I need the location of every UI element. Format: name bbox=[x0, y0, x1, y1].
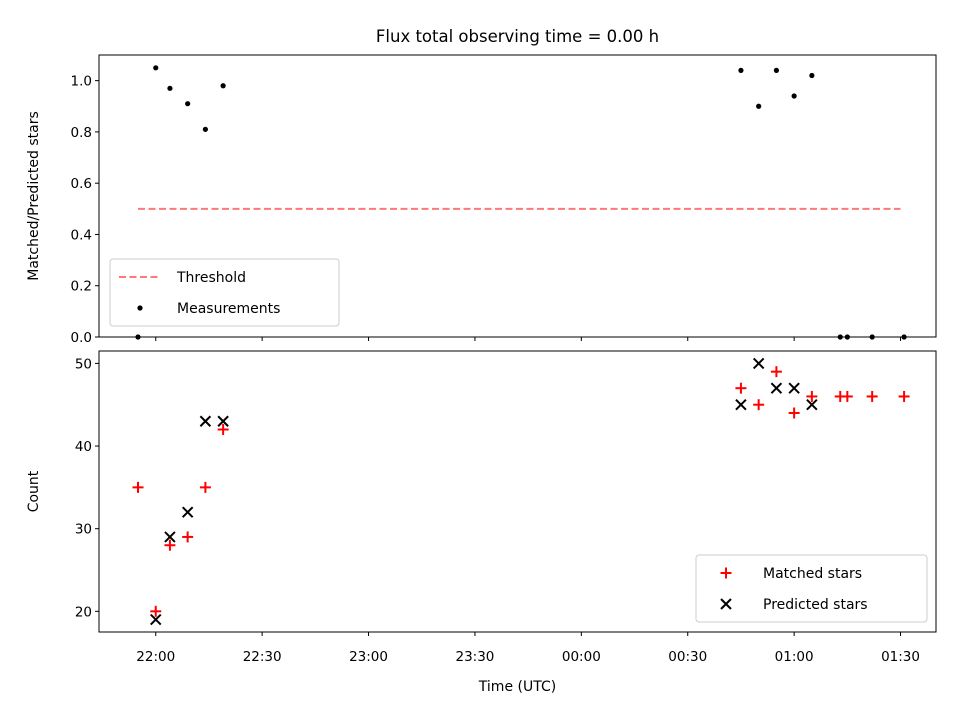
x-stroke-b bbox=[788, 382, 800, 394]
y-tick-label: 50 bbox=[75, 356, 92, 372]
measurement-point bbox=[844, 334, 850, 340]
matched-star-point bbox=[806, 390, 818, 402]
measurement-point bbox=[738, 67, 744, 73]
plots-layer: 0.0 0.2 0.4 0.6 0.8 1.0 Matched/Predicted star… bbox=[26, 27, 937, 695]
matched-star-point bbox=[753, 399, 765, 411]
y-axis-label: Matched/Predicted stars bbox=[26, 111, 42, 281]
measurement-point bbox=[756, 103, 762, 109]
matched-star-point bbox=[217, 424, 229, 436]
measurement-point bbox=[185, 101, 191, 107]
x-tick-label: 01:30 bbox=[881, 649, 920, 665]
matched-star-point bbox=[132, 481, 144, 493]
x-stroke-b bbox=[150, 613, 162, 626]
predicted-star-point bbox=[788, 382, 800, 394]
x-stroke-b bbox=[806, 399, 818, 411]
legend-swatch-x-b bbox=[720, 598, 732, 610]
y-axis-label: Count bbox=[26, 470, 42, 512]
measurement-point bbox=[869, 334, 875, 340]
predicted-star-point bbox=[770, 382, 783, 394]
x-tick-label: 01:00 bbox=[775, 649, 814, 665]
matched-star-point bbox=[788, 407, 800, 419]
predicted-star-point bbox=[735, 399, 747, 411]
y-tick-label: 0.0 bbox=[71, 330, 92, 346]
matched-star-point bbox=[841, 390, 853, 402]
matched-star-point bbox=[150, 605, 162, 617]
matched-star-point bbox=[164, 539, 176, 551]
matched-star-point bbox=[770, 366, 782, 378]
y-tick-label: 20 bbox=[75, 604, 92, 620]
measurement-point bbox=[202, 126, 208, 132]
measurement-point bbox=[220, 83, 226, 89]
x-stroke-b bbox=[199, 415, 212, 427]
legend-label: Predicted stars bbox=[763, 597, 868, 613]
x-tick-label: 23:00 bbox=[349, 649, 388, 665]
legend-label: Threshold bbox=[176, 270, 246, 286]
predicted-star-point bbox=[806, 399, 818, 411]
panel-ratio: 0.0 0.2 0.4 0.6 0.8 1.0 Matched/Predicted star… bbox=[26, 27, 937, 346]
y-tick-label: 0.4 bbox=[71, 227, 92, 243]
predicted-star-point bbox=[164, 531, 176, 543]
predicted-star-point bbox=[181, 506, 194, 518]
x-stroke-b bbox=[217, 415, 229, 427]
matched-star-point bbox=[735, 382, 747, 394]
predicted-star-point bbox=[217, 415, 229, 427]
measurement-point bbox=[791, 93, 797, 99]
x-stroke-b bbox=[164, 531, 176, 543]
matched-star-point bbox=[199, 481, 211, 493]
y-tick-label: 1.0 bbox=[71, 74, 92, 90]
legend-box bbox=[109, 258, 340, 327]
measurement-point bbox=[773, 67, 780, 73]
measurement-point bbox=[135, 334, 141, 340]
y-tick-label: 0.6 bbox=[71, 176, 92, 192]
data-layer bbox=[132, 357, 910, 626]
x-stroke-b bbox=[735, 399, 747, 411]
predicted-star-point bbox=[199, 415, 212, 427]
axes-frame bbox=[98, 350, 937, 633]
y-tick-label: 30 bbox=[75, 522, 92, 538]
legend-label: Measurements bbox=[177, 301, 280, 317]
measurement-point bbox=[901, 334, 907, 340]
predicted-star-point bbox=[752, 357, 765, 370]
measurement-point bbox=[809, 72, 815, 79]
x-tick-label: 00:30 bbox=[668, 649, 707, 665]
predicted-star-point bbox=[150, 613, 162, 626]
y-tick-label: 0.2 bbox=[71, 279, 92, 295]
axes-frame bbox=[98, 54, 937, 338]
x-tick-label: 22:00 bbox=[136, 649, 175, 665]
y-tick-label: 0.8 bbox=[71, 125, 92, 141]
x-tick-label: 23:30 bbox=[455, 649, 494, 665]
legend: Matched stars Predicted stars bbox=[695, 554, 928, 623]
legend: Threshold Measurements bbox=[109, 258, 340, 327]
x-tick-label: 00:00 bbox=[562, 649, 601, 665]
x-axis-label: Time (UTC) bbox=[478, 679, 556, 695]
matched-star-point bbox=[898, 390, 910, 402]
measurement-point bbox=[837, 334, 843, 340]
data-overflow-layer bbox=[135, 65, 907, 340]
chart-title: Flux total observing time = 0.00 h bbox=[376, 27, 659, 46]
x-stroke-b bbox=[770, 382, 783, 394]
legend-swatch-dot bbox=[137, 305, 143, 311]
x-stroke-b bbox=[181, 506, 194, 518]
legend-label: Matched stars bbox=[763, 566, 862, 582]
measurement-point bbox=[167, 85, 173, 91]
matched-star-point bbox=[182, 531, 194, 543]
measurement-point bbox=[153, 65, 159, 71]
legend-box bbox=[695, 554, 928, 623]
x-stroke-b bbox=[752, 357, 765, 370]
x-tick-label: 22:30 bbox=[243, 649, 282, 665]
matched-star-point bbox=[866, 390, 878, 402]
panel-count: 20 30 40 50 22:00 22:30 23:00 23:30 00:00 00:30 01… bbox=[26, 350, 937, 695]
y-tick-label: 40 bbox=[75, 439, 92, 455]
